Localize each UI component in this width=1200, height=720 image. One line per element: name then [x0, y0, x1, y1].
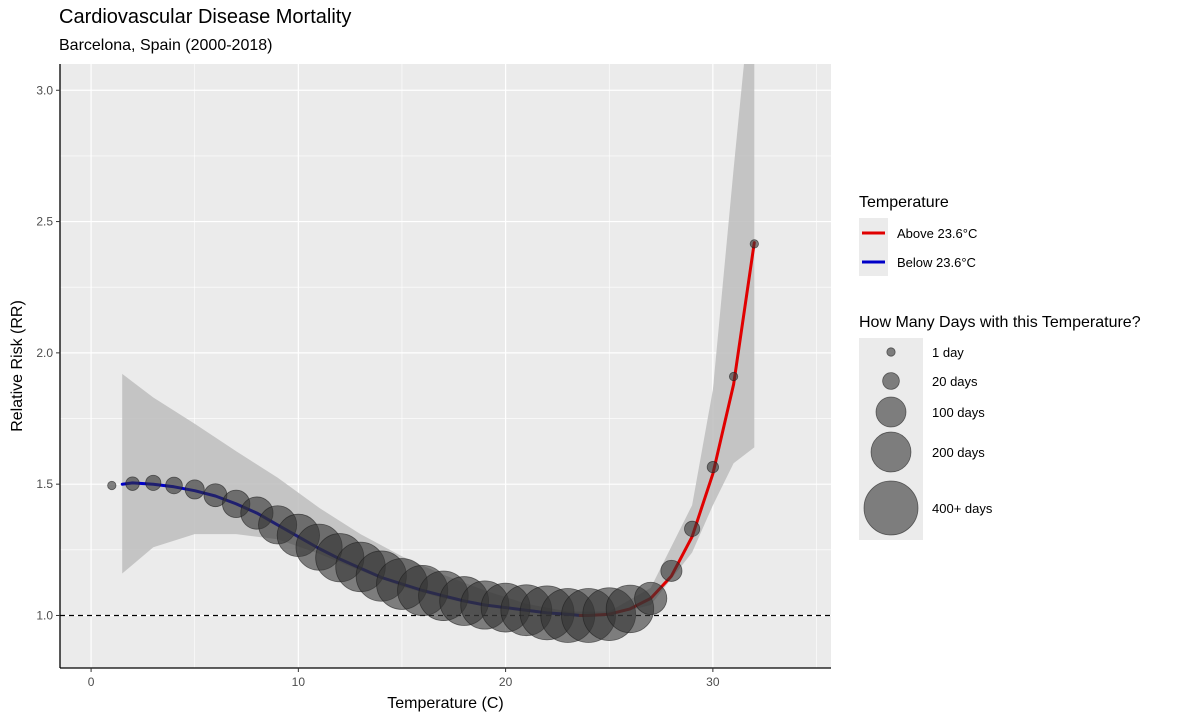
legend-size-key — [882, 372, 900, 390]
legend-key-bg-temperature — [859, 218, 888, 276]
y-tick-label: 1.0 — [36, 608, 53, 622]
y-tick-label: 1.5 — [36, 477, 53, 491]
x-tick-label: 0 — [88, 675, 95, 689]
data-point — [749, 239, 759, 249]
chart-subtitle: Barcelona, Spain (2000-2018) — [59, 37, 273, 54]
data-point — [634, 581, 668, 615]
data-point — [184, 479, 205, 500]
x-tick-label: 30 — [706, 675, 720, 689]
legend-size-label: 100 days — [932, 405, 985, 420]
data-point — [107, 480, 117, 491]
legend-size-label: 1 day — [932, 345, 964, 360]
y-axis-title: Relative Risk (RR) — [9, 300, 26, 432]
plot-area — [60, 64, 831, 643]
data-point — [684, 520, 701, 537]
legend-size-label: 200 days — [932, 445, 985, 460]
x-axis-title: Temperature (C) — [387, 695, 503, 712]
legend-size-key — [863, 480, 919, 536]
data-point — [165, 476, 183, 495]
legend-label-below: Below 23.6°C — [897, 255, 976, 270]
plot-panel — [60, 64, 831, 668]
legend-size-key — [870, 431, 912, 473]
legend-size-label: 20 days — [932, 374, 978, 389]
legend-title-temperature: Temperature — [859, 194, 949, 211]
x-tick-label: 10 — [292, 675, 306, 689]
data-point — [728, 371, 739, 382]
data-point — [125, 476, 140, 491]
legend-label-above: Above 23.6°C — [897, 226, 977, 241]
y-tick-label: 2.5 — [36, 215, 53, 229]
legend-size-key — [875, 396, 907, 428]
data-point — [706, 461, 719, 474]
legend-title-size: How Many Days with this Temperature? — [859, 314, 1141, 331]
y-tick-label: 2.0 — [36, 346, 53, 360]
data-point — [660, 559, 683, 582]
legend-size-label: 400+ days — [932, 501, 993, 516]
chart-title: Cardiovascular Disease Mortality — [59, 6, 352, 28]
y-tick-label: 3.0 — [36, 83, 53, 97]
x-tick-label: 20 — [499, 675, 513, 689]
legend-size-key — [886, 347, 896, 357]
data-point — [145, 474, 162, 491]
